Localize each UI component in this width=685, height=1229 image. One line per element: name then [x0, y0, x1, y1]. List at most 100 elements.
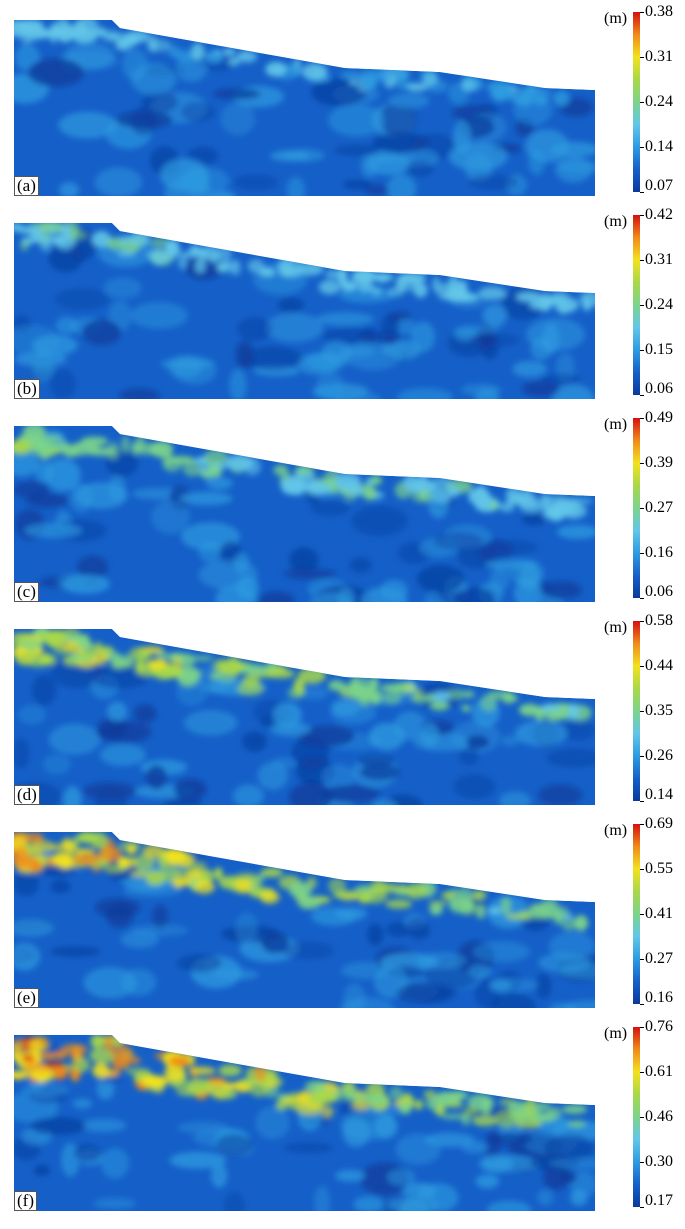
surface-patch [149, 441, 174, 458]
panel-label: (a) [14, 176, 39, 196]
colorbar-tick-label: 0.30 [645, 1153, 673, 1170]
colorbar-tick-label: 0.07 [645, 177, 673, 194]
field-patch [321, 784, 381, 803]
slope-body [14, 426, 595, 602]
surface-patch [158, 853, 169, 869]
field-patch [569, 1189, 588, 1206]
surface-patch [225, 454, 254, 471]
field-patch [94, 167, 142, 196]
surface-patch [505, 913, 531, 920]
field-patch [542, 1164, 569, 1191]
surface-patch [33, 840, 56, 853]
field-patch [17, 704, 46, 725]
colorbar-tick-label: 0.69 [645, 815, 673, 832]
field-patch [173, 356, 217, 385]
field-patch [364, 184, 389, 196]
surface-patch [254, 1064, 267, 1082]
field-patch [491, 993, 537, 1008]
field-patch [490, 978, 541, 992]
surface-patch [261, 867, 283, 878]
surface-patch [297, 896, 321, 909]
surface-patch [329, 680, 345, 690]
field-patch [321, 764, 355, 791]
field-patch [525, 129, 570, 163]
field-patch [286, 176, 306, 196]
surface-patch [286, 477, 307, 496]
surface-patch [471, 890, 487, 900]
surface-patch [221, 260, 233, 273]
field-patch [283, 1142, 334, 1154]
surface-patch [91, 27, 108, 37]
field-patch [549, 1157, 595, 1170]
surface-patch [77, 640, 93, 650]
field-patch [309, 592, 354, 602]
colorbar [633, 215, 640, 395]
surface-patch [120, 857, 137, 867]
colorbar-tick-label: 0.24 [645, 296, 673, 313]
colorbar-tick [640, 418, 644, 419]
surface-patch [240, 664, 268, 675]
surface-patch [180, 250, 207, 258]
surface-patch [30, 1036, 50, 1052]
field-patch [32, 363, 56, 375]
field-patch [397, 387, 453, 399]
surface-patch [228, 655, 239, 673]
colorbar-tick [640, 1162, 644, 1163]
contour-plot [14, 20, 595, 196]
field-patch [283, 568, 337, 580]
surface-patch [560, 502, 587, 519]
field-patch [223, 1191, 245, 1211]
field-patch [310, 907, 357, 926]
surface-patch [50, 843, 75, 852]
surface-patch [72, 231, 88, 239]
field-patch [394, 318, 416, 335]
surface-patch [57, 856, 74, 869]
surface-patch [237, 682, 264, 696]
surface-patch [14, 1071, 28, 1080]
surface-patch [398, 272, 427, 284]
surface-patch [447, 487, 461, 497]
colorbar-tick-label: 0.06 [645, 380, 673, 397]
field-patch [548, 1002, 579, 1008]
field-patch [387, 1168, 416, 1186]
field-patch [372, 132, 429, 154]
field-patch [14, 351, 67, 367]
field-patch [472, 941, 531, 963]
surface-patch [267, 668, 295, 679]
surface-patch [77, 832, 99, 844]
surface-patch [50, 23, 59, 38]
surface-patch [380, 683, 407, 692]
field-patch [537, 1189, 554, 1206]
surface-patch [117, 235, 137, 244]
field-patch [563, 1000, 595, 1008]
field-patch [232, 784, 264, 805]
surface-patch [318, 279, 341, 295]
surface-patch [463, 690, 475, 699]
colorbar-unit: (m) [604, 1025, 628, 1042]
surface-patch [342, 283, 354, 292]
colorbar-tick [640, 666, 644, 667]
field-patch [24, 523, 82, 539]
field-patch [233, 174, 279, 191]
field-patch [108, 475, 126, 502]
field-patch [302, 686, 329, 700]
surface-patch [69, 847, 84, 858]
colorbar-tick-label: 0.49 [645, 409, 673, 426]
surface-patch [178, 253, 188, 270]
colorbar-unit: (m) [604, 10, 628, 27]
colorbar-tick [640, 1207, 644, 1208]
field-patch [96, 1077, 115, 1100]
colorbar-tick-label: 0.14 [645, 138, 673, 155]
colorbar-tick-label: 0.16 [645, 544, 673, 561]
field-patch [537, 784, 583, 805]
panel-e: (m) 0.69 0.55 0.41 0.27 0.16 (e) [0, 816, 685, 1025]
field-patch [105, 903, 134, 929]
surface-patch [532, 96, 547, 105]
surface-patch [419, 490, 429, 501]
field-patch [313, 1186, 331, 1211]
field-patch [14, 919, 54, 937]
field-patch [260, 931, 289, 954]
field-patch [501, 735, 520, 746]
field-patch [63, 786, 82, 805]
field-patch [255, 1106, 290, 1140]
